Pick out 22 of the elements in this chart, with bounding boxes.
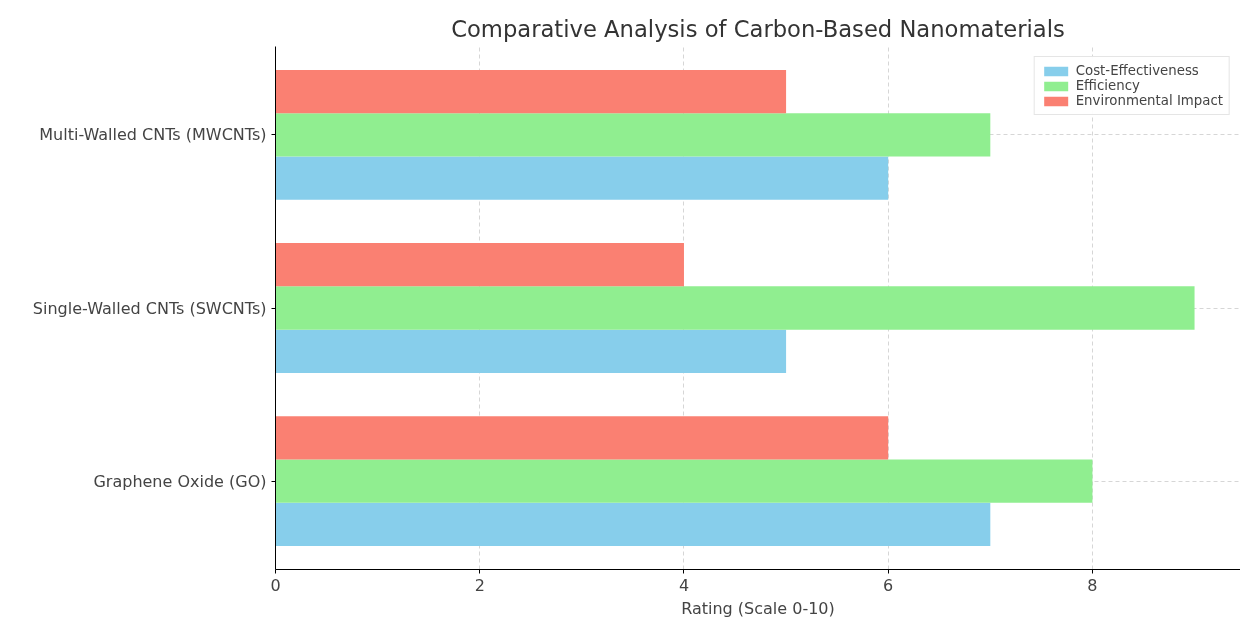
x-tick-label: 0 (270, 575, 281, 595)
bar (275, 459, 1093, 503)
bar (275, 416, 889, 460)
bar (275, 502, 991, 547)
x-tick-label: 8 (1087, 575, 1098, 595)
x-tick-label: 4 (678, 575, 690, 595)
y-tick-label: Multi-Walled CNTs (MWCNTs) (39, 125, 267, 145)
bar (275, 156, 889, 200)
y-tick-label: Single-Walled CNTs (SWCNTs) (32, 298, 267, 318)
bar (275, 243, 684, 287)
bar (275, 329, 787, 373)
bar (275, 69, 787, 114)
x-tick-label: 6 (883, 575, 894, 595)
bar (275, 113, 991, 157)
legend-label: Efficiency (1075, 78, 1140, 93)
chart-title: Comparative Analysis of Carbon-Based Nanomaterials (451, 15, 1065, 42)
y-tick-label: Graphene Oxide (GO) (93, 471, 267, 491)
legend-label: Environmental Impact (1075, 93, 1223, 108)
x-tick-label: 2 (474, 575, 485, 595)
legend-label: Cost-Effectiveness (1075, 63, 1199, 78)
bar (275, 286, 1195, 330)
x-axis-title: Rating (Scale 0-10) (681, 598, 835, 618)
